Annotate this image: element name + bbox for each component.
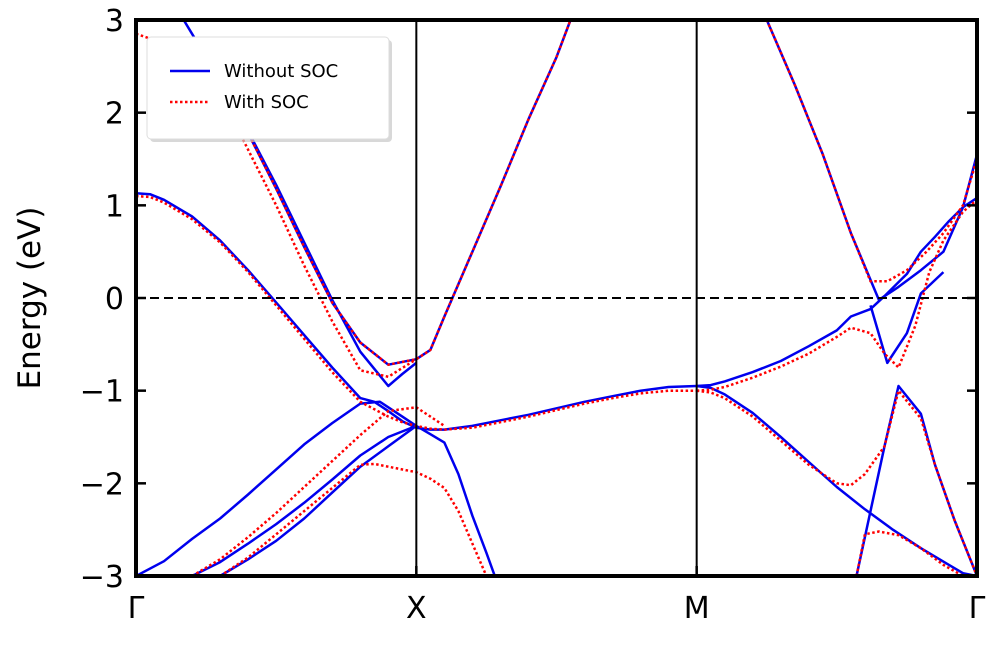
y-tick-label: 2 [105,97,124,132]
band-without-soc-10 [869,271,945,365]
band-with-soc-2 [219,462,488,576]
band-with-soc-3 [191,406,446,576]
y-axis-label: Energy (eV) [12,207,48,390]
band-without-soc-7 [696,384,977,576]
band-without-soc-1 [136,400,417,576]
band-with-soc-8 [855,530,964,576]
band-without-soc-8 [765,20,977,302]
band-with-soc-6 [696,196,977,392]
x-tick-label: Γ [128,591,145,626]
legend-label: Without SOC [224,61,338,82]
legend: Without SOC With SOC [146,36,392,142]
y-tick-label: 1 [105,189,124,224]
y-tick-label: −1 [80,375,124,410]
x-tick-label: X [406,591,427,626]
legend-box [146,36,390,140]
band-without-soc-2 [191,424,417,576]
band-with-soc-7 [696,389,977,576]
y-tick-label: −2 [80,467,124,502]
band-without-soc-6 [696,193,977,388]
band-without-soc-3 [219,424,496,576]
y-tick-label: 0 [105,282,124,317]
band-with-soc-4 [204,52,417,379]
band-with-soc-9 [765,20,977,283]
y-tick-label: 3 [105,4,124,39]
band-with-soc-5 [196,20,572,366]
x-tick-label: Γ [969,591,986,626]
legend-label: With SOC [224,92,309,113]
x-tick-label: M [684,591,710,626]
y-tick-label: −3 [80,560,124,595]
band-without-soc-9 [855,384,977,576]
band-with-soc-0 [136,194,697,431]
